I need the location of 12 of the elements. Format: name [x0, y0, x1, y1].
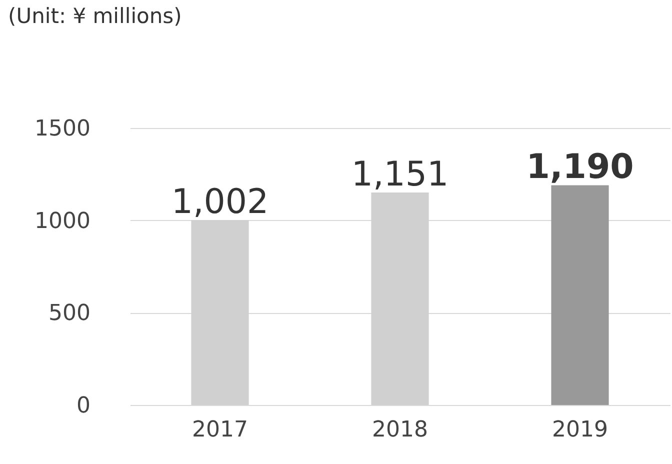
- x-tick-label: 2017: [192, 418, 248, 442]
- data-label: 1,002: [171, 182, 269, 222]
- data-label: 1,190: [526, 147, 634, 188]
- bar: [551, 185, 609, 405]
- text: (Unit: ¥ millions): [8, 4, 182, 28]
- x-tick-label: 2019: [552, 418, 608, 442]
- data-label: 1,151: [351, 154, 449, 194]
- x-tick-label: 2018: [372, 418, 428, 442]
- y-tick-label: 0: [76, 394, 90, 418]
- y-tick-label: 500: [48, 301, 90, 326]
- y-tick-label: 1500: [34, 116, 90, 142]
- y-tick-label: 1000: [34, 208, 90, 234]
